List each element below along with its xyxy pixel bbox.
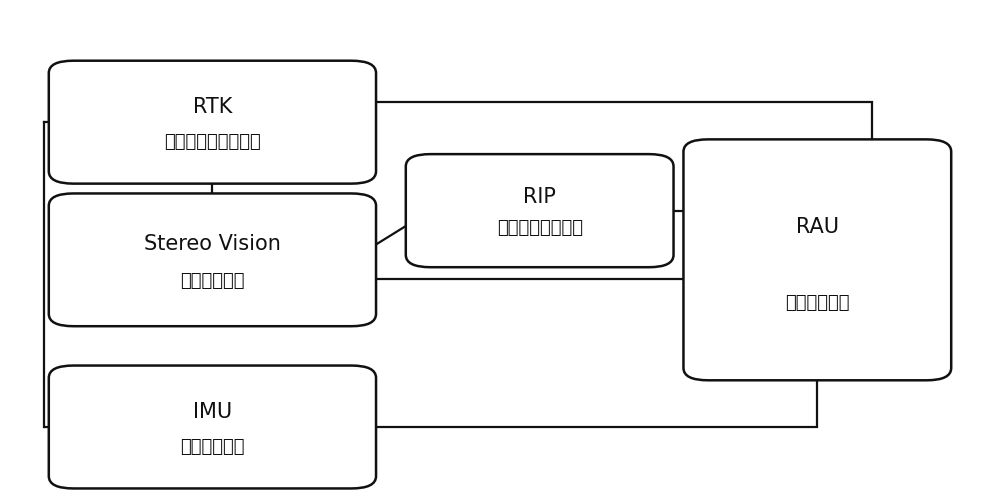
FancyBboxPatch shape <box>683 140 951 380</box>
Text: 实时图像处理单元: 实时图像处理单元 <box>497 220 583 238</box>
Text: 高精度位置测量单元: 高精度位置测量单元 <box>164 133 261 151</box>
FancyBboxPatch shape <box>49 194 376 326</box>
Text: Stereo Vision: Stereo Vision <box>144 234 281 254</box>
Text: IMU: IMU <box>193 402 232 422</box>
Text: RIP: RIP <box>523 188 556 208</box>
Text: RTK: RTK <box>193 98 232 117</box>
Text: 实时运算单元: 实时运算单元 <box>785 294 850 312</box>
Text: 双目视觉单元: 双目视觉单元 <box>180 272 245 290</box>
FancyBboxPatch shape <box>406 154 674 267</box>
Text: 姿态测量单元: 姿态测量单元 <box>180 438 245 456</box>
Text: RAU: RAU <box>796 218 839 238</box>
FancyBboxPatch shape <box>49 366 376 488</box>
FancyBboxPatch shape <box>49 60 376 184</box>
